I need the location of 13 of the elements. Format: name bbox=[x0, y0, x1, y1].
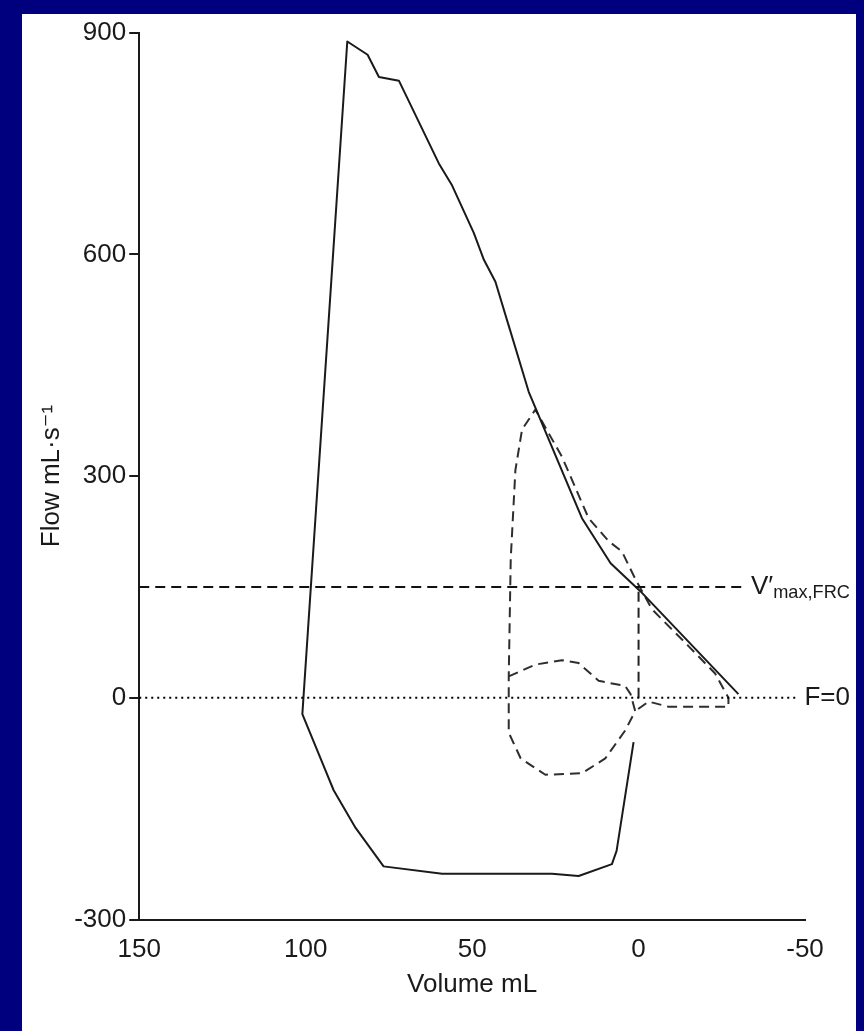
x-tick-label: 150 bbox=[117, 933, 161, 964]
x-tick-label: -50 bbox=[786, 933, 824, 964]
ref-line-label: F=0 bbox=[804, 681, 851, 712]
y-tick-label: -300 bbox=[74, 902, 127, 933]
x-axis-title: Volume mL bbox=[407, 967, 538, 998]
x-tick-label: 0 bbox=[631, 933, 646, 964]
y-tick-label: 300 bbox=[82, 459, 127, 490]
y-axis-title: Flow mL·s⁻¹ bbox=[34, 404, 65, 548]
x-tick-label: 100 bbox=[283, 933, 328, 964]
y-tick-label: 900 bbox=[82, 15, 127, 46]
x-tick-label: 50 bbox=[457, 933, 487, 964]
y-tick-label: 600 bbox=[82, 237, 127, 268]
y-tick-label: 0 bbox=[111, 681, 127, 712]
